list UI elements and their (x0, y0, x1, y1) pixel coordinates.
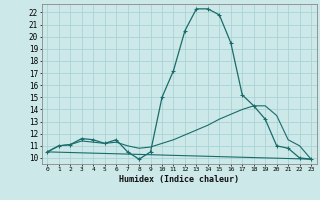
X-axis label: Humidex (Indice chaleur): Humidex (Indice chaleur) (119, 175, 239, 184)
